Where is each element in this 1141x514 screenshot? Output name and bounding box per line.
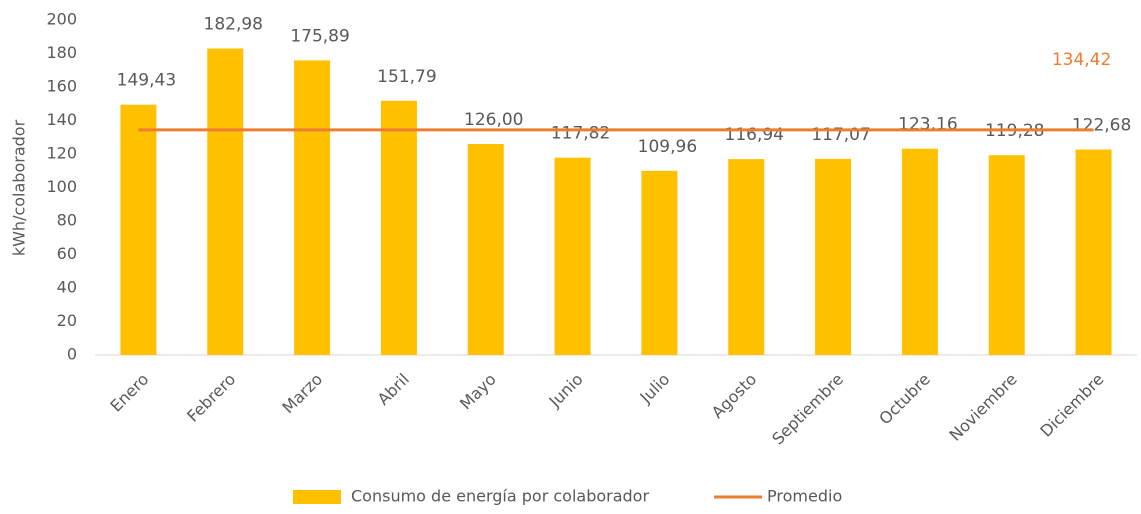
x-tick-label: Febrero xyxy=(183,370,239,426)
bar xyxy=(554,157,591,355)
y-tick-label: 0 xyxy=(67,345,77,364)
data-label: 109,96 xyxy=(638,137,697,157)
bar xyxy=(1075,149,1112,355)
y-axis-label: kWh/colaborador xyxy=(10,119,29,256)
data-label: 149,43 xyxy=(117,71,176,91)
y-tick-label: 180 xyxy=(46,43,77,62)
y-tick-label: 160 xyxy=(46,77,77,96)
x-tick-label: Mayo xyxy=(456,370,500,414)
data-label: 134,42 xyxy=(1052,50,1111,70)
data-label: 117,07 xyxy=(811,125,870,145)
bar xyxy=(815,158,852,355)
y-tick-label: 140 xyxy=(46,110,77,129)
x-tick-label: Agosto xyxy=(708,370,761,423)
bar xyxy=(294,60,331,356)
bar xyxy=(988,155,1025,355)
bar xyxy=(901,148,938,355)
legend-label: Promedio xyxy=(767,487,842,506)
data-label: 126,00 xyxy=(464,110,523,130)
x-tick-label: Julio xyxy=(636,370,674,408)
x-tick-label: Junio xyxy=(545,370,587,412)
bar xyxy=(120,104,157,356)
x-tick-label: Marzo xyxy=(278,370,326,418)
y-tick-label: 80 xyxy=(57,211,77,230)
data-label: 123,16 xyxy=(898,115,957,135)
data-label: 175,89 xyxy=(290,26,349,46)
x-tick-label: Abril xyxy=(374,370,413,409)
bar xyxy=(467,143,504,355)
y-tick-label: 40 xyxy=(57,278,77,297)
bar xyxy=(380,100,417,356)
y-tick-label: 20 xyxy=(57,311,77,330)
data-label: 151,79 xyxy=(377,67,436,87)
y-tick-label: 100 xyxy=(46,177,77,196)
x-tick-label: Diciembre xyxy=(1036,370,1107,441)
y-tick-label: 200 xyxy=(46,10,77,29)
legend-swatch xyxy=(293,490,341,504)
data-label: 122,68 xyxy=(1072,116,1131,136)
legend-label: Consumo de energía por colaborador xyxy=(351,487,649,506)
x-tick-label: Enero xyxy=(106,370,152,416)
x-tick-label: Septiembre xyxy=(768,370,847,449)
x-tick-label: Noviembre xyxy=(946,370,1021,445)
bar xyxy=(728,159,765,355)
data-label: 182,98 xyxy=(204,15,263,35)
bar xyxy=(207,48,244,356)
x-tick-label: Octubre xyxy=(875,370,934,429)
data-label: 116,94 xyxy=(725,125,784,145)
y-tick-label: 120 xyxy=(46,144,77,163)
data-label: 117,82 xyxy=(551,124,610,144)
bar xyxy=(641,170,678,355)
y-tick-label: 60 xyxy=(57,244,77,263)
